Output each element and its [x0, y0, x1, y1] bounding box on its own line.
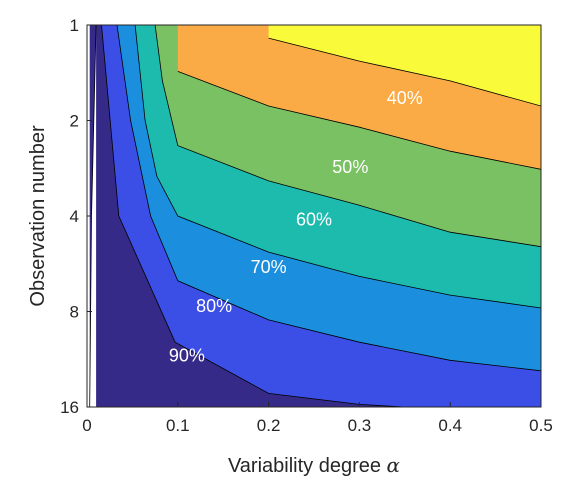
x-axis-ticks: 0 0.1 0.2 0.3 0.4 0.5 [82, 402, 553, 435]
x-tick-label: 0.4 [438, 416, 462, 435]
x-tick-label: 0 [82, 416, 91, 435]
y-axis-ticks: 1 2 4 8 16 [60, 16, 92, 417]
x-tick-label: 0.2 [257, 416, 281, 435]
contour-label: 70% [251, 257, 287, 277]
contour-line-3 [116, 25, 541, 372]
y-tick-label: 1 [70, 16, 79, 35]
y-axis-label: Observation number [27, 125, 49, 307]
contour-label: 80% [196, 296, 232, 316]
contour-label: 50% [332, 157, 368, 177]
x-tick-label: 0.3 [348, 416, 372, 435]
contour-label: 60% [296, 209, 332, 229]
contour-band-7 [268, 25, 541, 106]
contour-label: 40% [387, 88, 423, 108]
x-tick-label: 0.1 [166, 416, 190, 435]
contour-line-5 [154, 25, 541, 248]
x-tick-label: 0.5 [529, 416, 553, 435]
y-tick-label: 4 [70, 207, 79, 226]
contour-line-2 [101, 25, 412, 407]
contour-line-6 [177, 71, 541, 170]
contour-line-4 [134, 25, 541, 309]
contour-line-7 [268, 37, 541, 107]
y-tick-label: 2 [70, 112, 79, 131]
contour-regions [89, 25, 541, 407]
contour-labels: 40% 50% 60% 70% 80% 90% [169, 88, 423, 365]
contour-label: 90% [169, 345, 205, 365]
x-axis-label: Variability degree α [228, 453, 401, 477]
y-tick-label: 8 [70, 303, 79, 322]
y-tick-label: 16 [60, 398, 79, 417]
